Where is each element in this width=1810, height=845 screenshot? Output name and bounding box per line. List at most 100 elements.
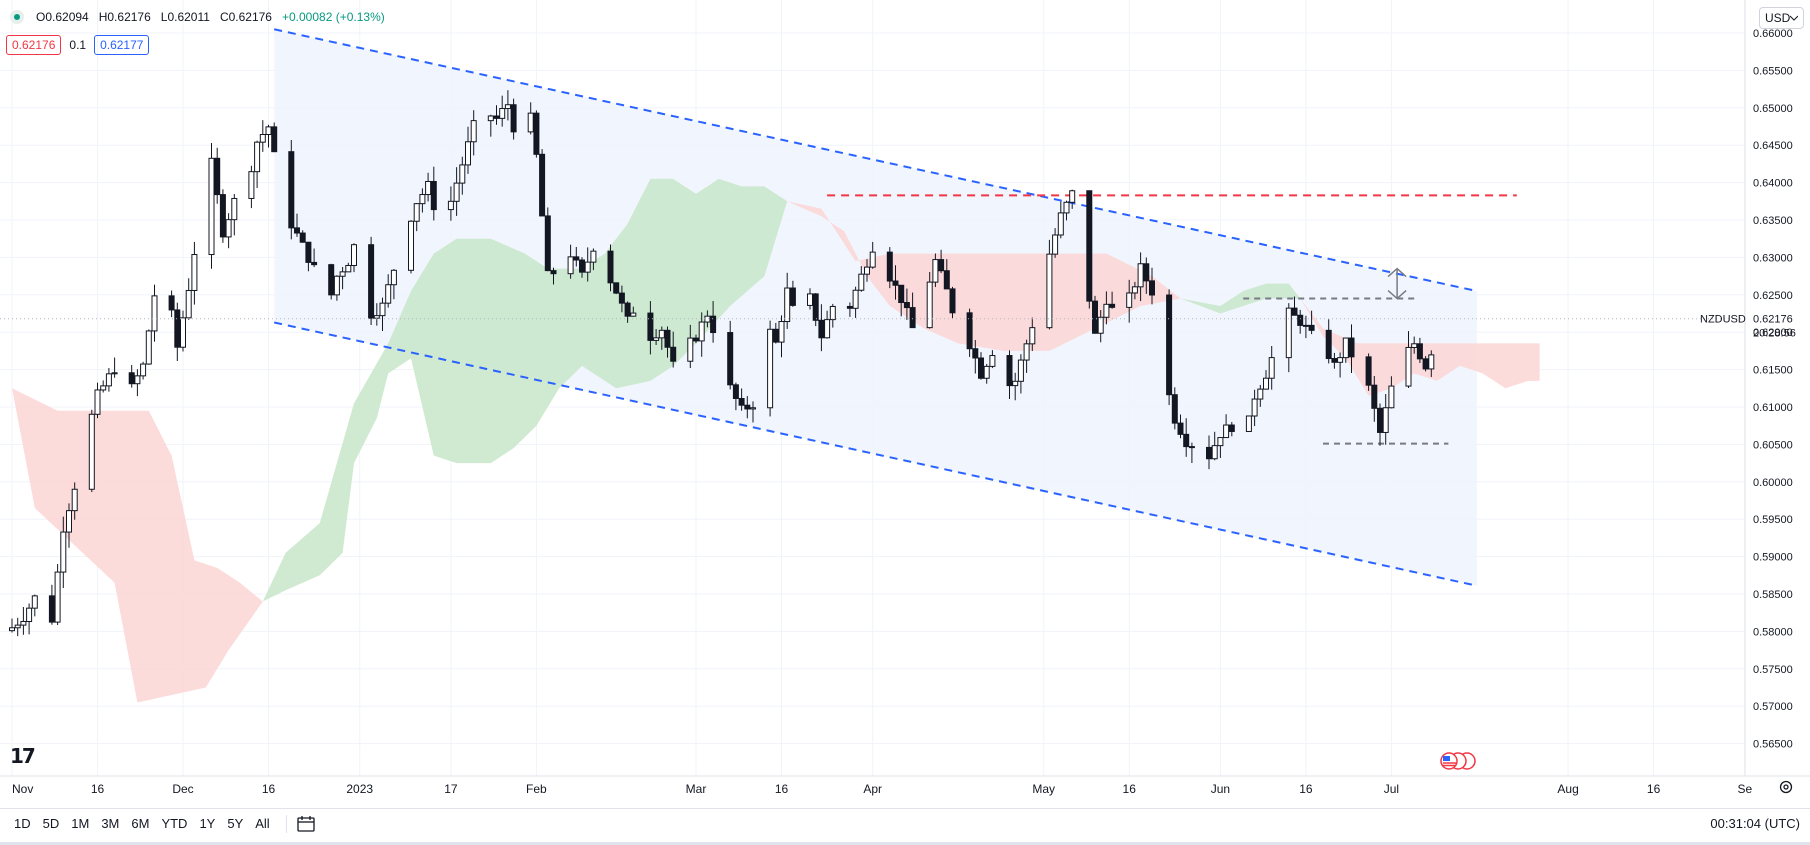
- candle[interactable]: [305, 241, 312, 272]
- timeframe-1m[interactable]: 1M: [71, 816, 90, 831]
- candle[interactable]: [48, 584, 55, 625]
- candle[interactable]: [180, 310, 186, 352]
- candle[interactable]: [1228, 422, 1235, 437]
- candle[interactable]: [1337, 352, 1344, 378]
- candle[interactable]: [630, 306, 637, 317]
- candle[interactable]: [1405, 331, 1412, 388]
- candle[interactable]: [1211, 431, 1218, 461]
- candle[interactable]: [1069, 189, 1076, 209]
- candle[interactable]: [539, 149, 546, 217]
- candle[interactable]: [732, 382, 739, 411]
- candle[interactable]: [544, 207, 551, 272]
- candle[interactable]: [1131, 281, 1138, 300]
- candle[interactable]: [767, 320, 774, 417]
- candle[interactable]: [168, 290, 175, 318]
- candle[interactable]: [351, 243, 357, 273]
- candle[interactable]: [978, 352, 984, 380]
- candle[interactable]: [430, 166, 437, 221]
- timeframe-1y[interactable]: 1Y: [199, 816, 216, 831]
- candle[interactable]: [379, 297, 386, 331]
- candle[interactable]: [1046, 239, 1053, 330]
- candle[interactable]: [1268, 346, 1275, 390]
- candle[interactable]: [390, 269, 397, 300]
- candle[interactable]: [288, 140, 295, 240]
- candle[interactable]: [1257, 384, 1264, 407]
- candle[interactable]: [789, 280, 796, 307]
- candle[interactable]: [892, 265, 899, 300]
- candle[interactable]: [71, 482, 78, 520]
- candle[interactable]: [898, 284, 905, 317]
- candle[interactable]: [1109, 291, 1116, 309]
- candle[interactable]: [1365, 353, 1372, 391]
- candle[interactable]: [607, 244, 614, 292]
- candle[interactable]: [989, 350, 996, 369]
- candle[interactable]: [590, 248, 597, 271]
- candle[interactable]: [225, 213, 232, 249]
- candle[interactable]: [20, 607, 27, 635]
- candle[interactable]: [425, 172, 432, 202]
- candle[interactable]: [852, 286, 859, 318]
- candle[interactable]: [510, 98, 517, 140]
- candle[interactable]: [938, 249, 945, 274]
- candle[interactable]: [1251, 389, 1258, 427]
- candle[interactable]: [259, 120, 266, 152]
- candle[interactable]: [1052, 228, 1059, 258]
- candle[interactable]: [419, 188, 426, 213]
- candle[interactable]: [1177, 414, 1184, 439]
- candle[interactable]: [408, 220, 414, 274]
- calendar-range-icon[interactable]: [297, 815, 315, 832]
- candle[interactable]: [447, 186, 454, 221]
- candle[interactable]: [903, 288, 910, 320]
- candle[interactable]: [311, 248, 318, 268]
- candle[interactable]: [653, 329, 660, 345]
- candle[interactable]: [134, 369, 141, 397]
- candle[interactable]: [1388, 376, 1395, 409]
- candle[interactable]: [1097, 309, 1104, 343]
- currency-select[interactable]: USD: [1759, 7, 1804, 29]
- candle[interactable]: [1422, 356, 1429, 372]
- candle[interactable]: [31, 594, 38, 617]
- candle[interactable]: [191, 241, 198, 305]
- candle[interactable]: [687, 324, 694, 369]
- candle[interactable]: [254, 140, 261, 188]
- candle[interactable]: [579, 257, 585, 278]
- candle[interactable]: [1006, 350, 1013, 400]
- candle[interactable]: [453, 167, 460, 216]
- candle[interactable]: [1428, 350, 1435, 377]
- candle[interactable]: [573, 246, 580, 267]
- candle[interactable]: [333, 275, 340, 301]
- candle[interactable]: [624, 301, 631, 323]
- candle[interactable]: [824, 310, 831, 339]
- candle[interactable]: [1217, 437, 1224, 458]
- candle[interactable]: [932, 253, 939, 288]
- sell-button[interactable]: 0.62176: [6, 35, 62, 55]
- timeframe-1d[interactable]: 1D: [14, 816, 31, 831]
- candle[interactable]: [778, 315, 785, 358]
- candle[interactable]: [1371, 375, 1378, 422]
- timeframe-5y[interactable]: 5Y: [227, 816, 244, 831]
- candle[interactable]: [1017, 354, 1024, 394]
- channel-lower-line[interactable]: [273, 321, 1478, 587]
- candle[interactable]: [858, 266, 865, 292]
- candle[interactable]: [1029, 317, 1036, 351]
- candle[interactable]: [1291, 296, 1298, 316]
- candle[interactable]: [1166, 289, 1173, 406]
- candle[interactable]: [1308, 310, 1315, 335]
- candle[interactable]: [345, 262, 352, 273]
- candle[interactable]: [670, 331, 677, 368]
- candle[interactable]: [1416, 337, 1423, 363]
- candle[interactable]: [1285, 303, 1292, 373]
- candle[interactable]: [493, 105, 500, 125]
- candle[interactable]: [299, 230, 306, 243]
- candle[interactable]: [550, 267, 557, 285]
- candle[interactable]: [459, 156, 466, 195]
- candle[interactable]: [983, 363, 990, 384]
- candle[interactable]: [846, 302, 853, 317]
- candle[interactable]: [94, 382, 101, 419]
- candle[interactable]: [1143, 257, 1150, 294]
- candle[interactable]: [54, 564, 61, 626]
- candle[interactable]: [744, 396, 751, 419]
- candle[interactable]: [1342, 337, 1349, 363]
- candle[interactable]: [784, 272, 791, 329]
- candle[interactable]: [174, 302, 181, 362]
